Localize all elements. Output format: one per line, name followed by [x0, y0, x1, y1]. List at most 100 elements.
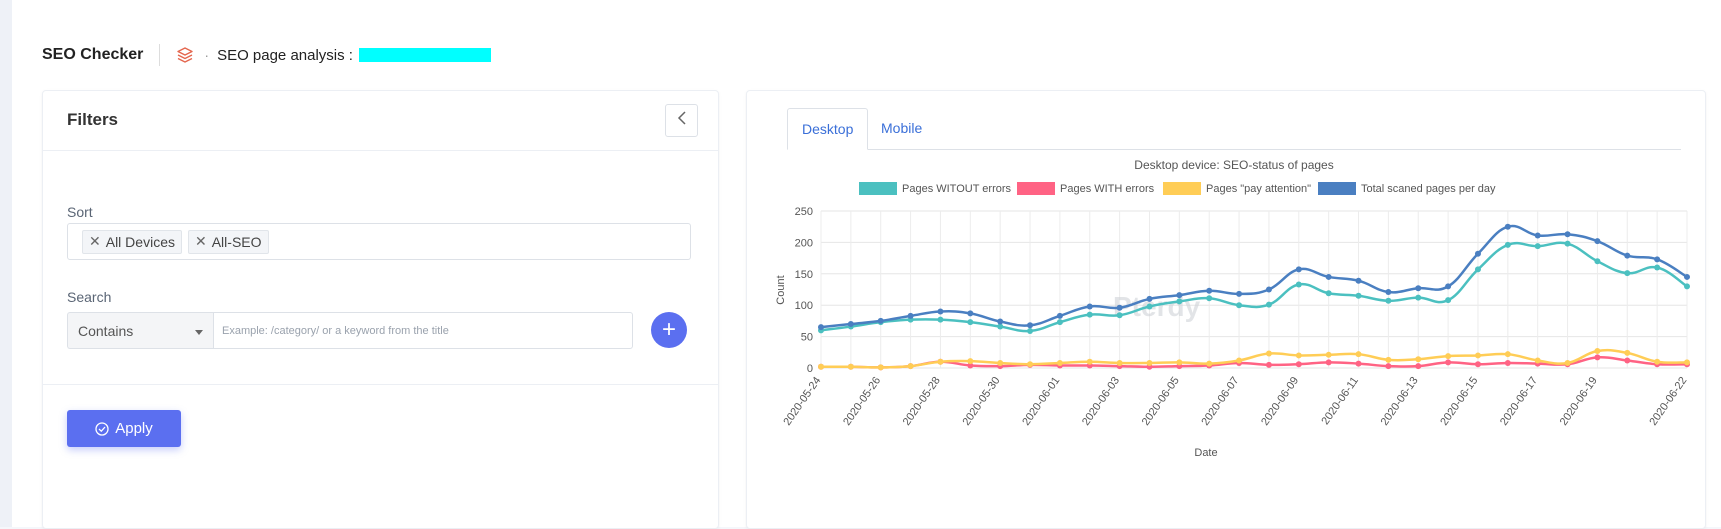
data-point: [1654, 358, 1661, 365]
data-point: [997, 318, 1004, 325]
legend-swatch: [1163, 182, 1201, 195]
data-point: [1146, 295, 1153, 302]
x-tick-label: 2020-05-30: [961, 375, 1003, 428]
x-tick-label: 2020-06-05: [1140, 375, 1182, 428]
x-tick-label: 2020-06-01: [1020, 375, 1062, 428]
data-point: [1355, 360, 1362, 367]
data-point: [1206, 360, 1213, 367]
data-point: [1385, 356, 1392, 363]
data-point: [1146, 359, 1153, 366]
x-tick-label: 2020-06-22: [1647, 375, 1689, 428]
x-tick-label: 2020-06-07: [1199, 375, 1241, 428]
remove-chip-icon[interactable]: ✕: [194, 233, 207, 249]
layers-icon[interactable]: [176, 46, 194, 64]
data-point: [1684, 273, 1690, 280]
x-tick-label: 2020-05-26: [841, 375, 883, 428]
data-point: [1504, 241, 1511, 248]
data-point: [1564, 359, 1571, 366]
data-point: [1027, 322, 1034, 329]
data-point: [1027, 327, 1034, 334]
chart-title: Desktop device: SEO-status of pages: [1134, 158, 1333, 172]
data-point: [1415, 363, 1422, 370]
data-point: [937, 308, 944, 315]
data-point: [1206, 287, 1213, 294]
data-point: [1146, 303, 1153, 310]
left-rail: [0, 0, 12, 527]
legend-label: Pages WITOUT errors: [902, 183, 1012, 195]
data-point: [907, 312, 914, 319]
breadcrumb-separator: ·: [204, 47, 210, 63]
data-point: [847, 321, 854, 328]
data-point: [877, 317, 884, 324]
data-point: [1295, 281, 1302, 288]
add-search-button[interactable]: +: [651, 312, 687, 348]
data-point: [1355, 351, 1362, 358]
collapse-filters-button[interactable]: [665, 104, 698, 137]
data-point: [1415, 285, 1422, 292]
series-line: [820, 241, 1688, 333]
legend-label: Total scaned pages per day: [1361, 183, 1496, 195]
x-tick-label: 2020-05-28: [901, 375, 943, 428]
data-point: [1624, 270, 1631, 277]
tab-mobile[interactable]: Mobile: [881, 120, 923, 136]
data-point: [1116, 359, 1123, 366]
data-point: [1116, 312, 1123, 319]
x-tick-label: 2020-06-15: [1438, 375, 1480, 428]
search-input[interactable]: [213, 312, 633, 349]
remove-chip-icon[interactable]: ✕: [89, 233, 101, 249]
tab-desktop[interactable]: Desktop: [787, 108, 869, 150]
data-point: [1236, 357, 1243, 364]
data-point: [1086, 311, 1093, 318]
data-point: [967, 319, 974, 326]
data-point: [1295, 266, 1302, 273]
data-point: [1445, 353, 1452, 360]
apply-label: Apply: [115, 420, 153, 437]
data-point: [1265, 301, 1272, 308]
data-point: [1325, 273, 1332, 280]
data-point: [1325, 359, 1332, 366]
data-point: [1056, 359, 1063, 366]
y-tick-label: 200: [795, 237, 813, 249]
app-title: SEO Checker: [42, 46, 144, 63]
series-line: [820, 224, 1688, 329]
y-tick-label: 50: [801, 332, 813, 344]
data-point: [1564, 240, 1571, 247]
data-point: [937, 316, 944, 323]
data-point: [1176, 292, 1183, 299]
data-point: [1654, 264, 1661, 271]
data-point: [1654, 256, 1661, 263]
search-mode-select[interactable]: Contains: [67, 312, 213, 349]
data-point: [1295, 352, 1302, 359]
data-point: [1355, 277, 1362, 284]
data-point: [1594, 348, 1601, 355]
data-point: [1445, 283, 1452, 290]
x-tick-label: 2020-06-11: [1319, 375, 1361, 427]
x-tick-label: 2020-05-24: [781, 375, 823, 428]
data-point: [997, 359, 1004, 366]
x-tick-label: 2020-06-03: [1080, 375, 1122, 428]
data-point: [1534, 243, 1541, 250]
filters-divider: [43, 384, 718, 385]
data-point: [1176, 359, 1183, 366]
chevron-down-icon: [195, 323, 203, 339]
data-point: [967, 358, 974, 365]
legend-swatch: [1318, 182, 1356, 195]
x-tick-label: 2020-06-19: [1558, 375, 1600, 428]
data-point: [1445, 297, 1452, 304]
redacted-url: [358, 48, 491, 62]
data-point: [1355, 292, 1362, 299]
data-point: [1325, 351, 1332, 358]
y-axis-title: Count: [775, 275, 787, 304]
data-point: [1056, 312, 1063, 319]
data-point: [1385, 363, 1392, 370]
filters-header: Filters: [43, 91, 718, 151]
data-point: [1265, 286, 1272, 293]
data-point: [1385, 297, 1392, 304]
data-point: [1474, 266, 1481, 273]
y-tick-label: 100: [795, 300, 813, 312]
legend-swatch: [859, 182, 897, 195]
apply-button[interactable]: Apply: [67, 410, 181, 447]
sort-select[interactable]: ✕ All Devices ✕ All-SEO: [67, 223, 691, 260]
sort-chip[interactable]: ✕ All Devices: [82, 229, 182, 254]
sort-chip[interactable]: ✕ All-SEO: [187, 229, 269, 254]
